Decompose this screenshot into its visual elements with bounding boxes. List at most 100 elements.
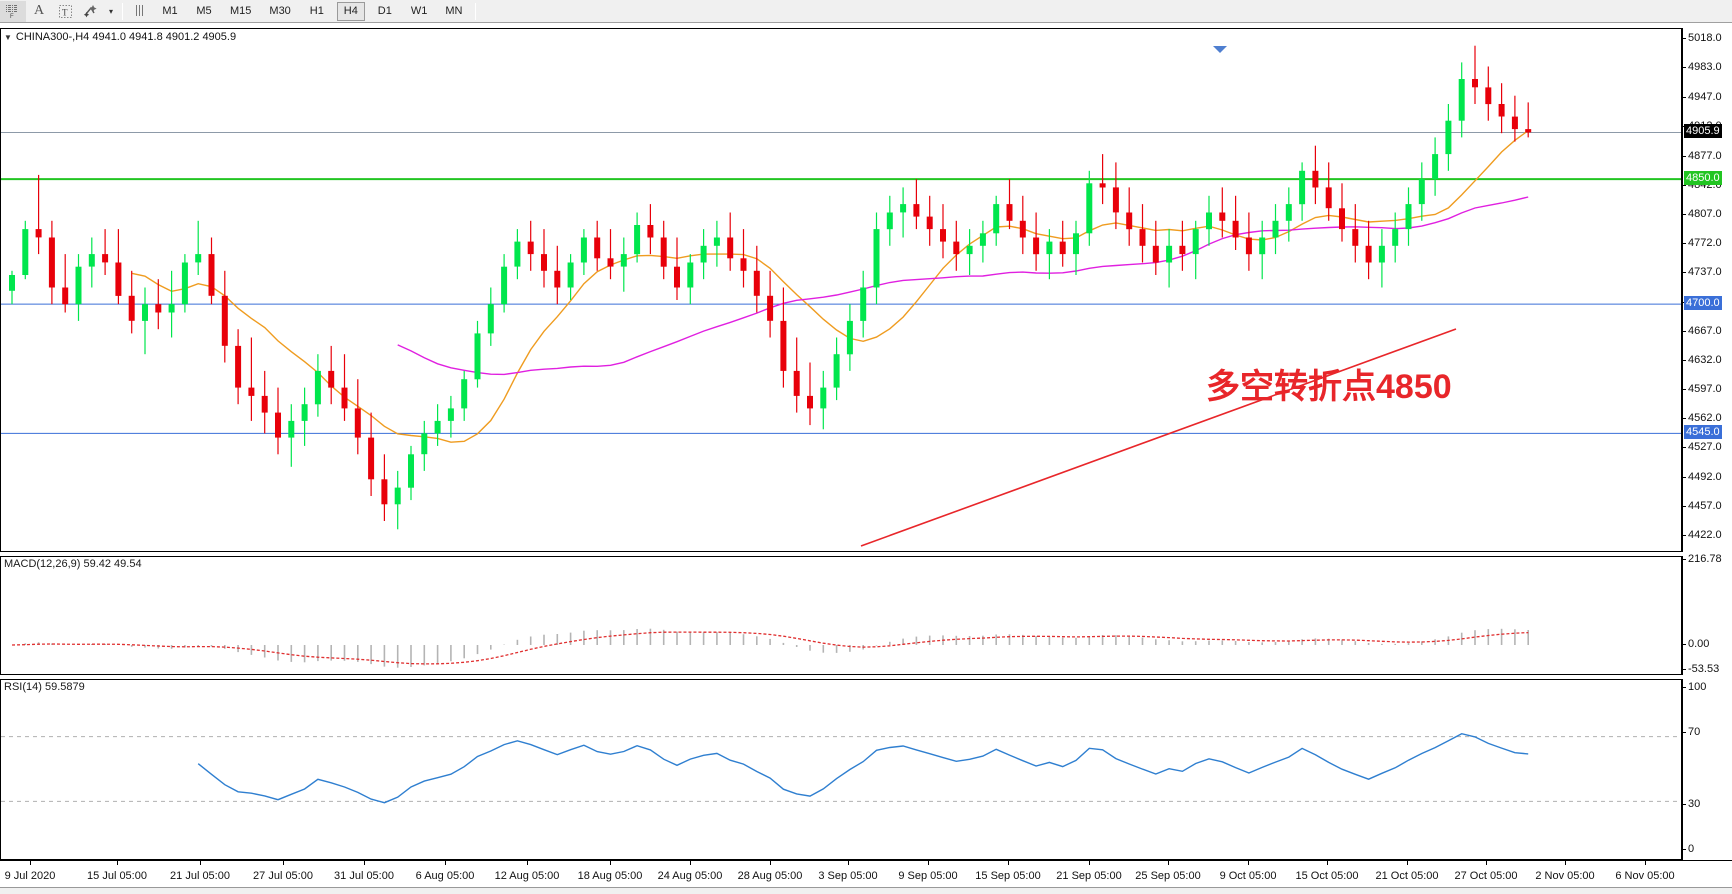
candle-body xyxy=(195,254,202,263)
crosshair-grid-icon[interactable]: F xyxy=(0,0,26,22)
text-label-glyph: A xyxy=(33,3,45,18)
candle-body xyxy=(1139,229,1146,246)
rsi-tick xyxy=(1683,849,1686,850)
text-label-icon[interactable]: A xyxy=(26,1,52,22)
candle-body xyxy=(487,304,494,334)
price-axis-label: 4457.0 xyxy=(1688,499,1722,512)
candle-body xyxy=(713,237,720,246)
candle-body xyxy=(261,395,268,413)
macd-axis-label: 216.78 xyxy=(1688,553,1722,565)
time-tick xyxy=(1645,861,1646,865)
candle-body xyxy=(1152,245,1159,263)
svg-text:F: F xyxy=(10,14,14,18)
macd-signal-line[interactable] xyxy=(11,631,1529,665)
candle-body xyxy=(394,487,401,505)
last-price-badge[interactable]: 4905.9 xyxy=(1684,124,1722,139)
time-axis-label: 15 Oct 05:00 xyxy=(1295,870,1359,882)
candle-body xyxy=(820,387,827,409)
time-tick xyxy=(527,861,528,865)
candle-body xyxy=(275,412,281,438)
price-axis-label: 4597.0 xyxy=(1688,383,1722,396)
time-tick xyxy=(200,861,201,865)
time-tick xyxy=(30,861,31,865)
candle-body xyxy=(514,241,521,267)
candle-body xyxy=(102,254,109,263)
candle-body xyxy=(1206,212,1212,230)
rsi-panel[interactable]: RSI(14) 59.5879 xyxy=(0,679,1682,860)
time-tick xyxy=(117,861,118,865)
rsi-axis-label: 100 xyxy=(1688,681,1707,693)
objects-icon[interactable] xyxy=(78,1,104,22)
ma-slow-line[interactable] xyxy=(397,196,1529,376)
macd-plot-svg xyxy=(11,628,1529,668)
candle-body xyxy=(474,333,481,380)
candle-body xyxy=(447,408,454,421)
timeframe-m1[interactable]: M1 xyxy=(162,5,178,17)
candle-body xyxy=(620,254,627,267)
candle-body xyxy=(860,287,867,321)
macd-tick xyxy=(1683,559,1686,560)
price-axis-label: 4772.0 xyxy=(1688,237,1722,250)
candle-body xyxy=(727,237,734,259)
candle-body xyxy=(900,204,907,213)
candle-body xyxy=(873,229,880,288)
candle-body xyxy=(1232,220,1239,238)
price-tick xyxy=(1683,213,1686,215)
candle-body xyxy=(913,204,920,217)
macd-panel[interactable]: MACD(12,26,9) 59.42 49.54 xyxy=(0,556,1682,675)
price-tick xyxy=(1683,359,1686,361)
timeframe-m15[interactable]: M15 xyxy=(230,5,252,17)
ma-fast-line[interactable] xyxy=(131,130,1529,443)
green-level-badge[interactable]: 4850.0 xyxy=(1684,171,1722,186)
time-axis-label: 9 Oct 05:00 xyxy=(1219,870,1277,882)
symbol-dropdown-caret[interactable]: ▼ xyxy=(4,32,12,42)
macd-axis[interactable]: 216.78 0.00 -53.53 xyxy=(1682,553,1732,675)
rsi-line[interactable] xyxy=(197,732,1529,804)
crosshair-grid-svg: F xyxy=(6,5,18,18)
time-axis-label: 21 Oct 05:00 xyxy=(1375,870,1439,882)
blue-level-badge-4545[interactable]: 4545.0 xyxy=(1684,425,1722,440)
timeframe-d1[interactable]: D1 xyxy=(377,5,392,17)
rsi-axis[interactable]: 100 70 30 0 xyxy=(1682,679,1732,860)
time-axis-label: 21 Jul 05:00 xyxy=(170,870,230,882)
chart-annotation-text: 多空转折点4850 xyxy=(1206,368,1452,406)
time-tick xyxy=(770,861,771,865)
price-tick xyxy=(1683,243,1686,245)
timeframe-m5[interactable]: M5 xyxy=(196,5,212,17)
candle-body xyxy=(940,229,946,242)
price-axis-label: 5018.0 xyxy=(1688,32,1722,44)
timeframe-h1[interactable]: H1 xyxy=(309,5,324,17)
period-separator-icon[interactable] xyxy=(127,1,153,22)
candle-body xyxy=(62,287,69,305)
rsi-axis-label: 30 xyxy=(1688,798,1701,810)
price-panel[interactable]: ▼ CHINA300-,H4 4941.0 4941.8 4901.2 4905… xyxy=(0,28,1682,552)
timeframe-w1[interactable]: W1 xyxy=(410,5,428,17)
price-axis-label: 4667.0 xyxy=(1688,324,1722,337)
time-tick xyxy=(1327,861,1328,865)
candle-body xyxy=(1006,204,1013,221)
time-axis-label: 27 Oct 05:00 xyxy=(1454,870,1518,882)
price-tick xyxy=(1683,534,1686,536)
candle-body xyxy=(181,262,188,305)
scroll-position-marker[interactable] xyxy=(1213,46,1227,53)
price-axis-label: 4562.0 xyxy=(1688,412,1722,425)
svg-text:T: T xyxy=(62,7,68,17)
candle-body xyxy=(1126,212,1133,230)
trendline-up[interactable] xyxy=(860,328,1457,547)
objects-dropdown-caret[interactable]: ▾ xyxy=(108,6,113,16)
price-axis-label: 4807.0 xyxy=(1688,207,1722,220)
price-tick xyxy=(1683,38,1686,39)
candle-body xyxy=(926,216,933,230)
timeframe-h4[interactable]: H4 xyxy=(336,1,365,21)
candle-body xyxy=(541,254,547,271)
timeframe-mn[interactable]: MN xyxy=(445,5,463,17)
price-axis[interactable]: 5018.04983.04947.04912.04877.04842.04807… xyxy=(1682,28,1732,552)
candle-body xyxy=(1179,245,1186,255)
blue-level-badge-4700[interactable]: 4700.0 xyxy=(1684,296,1722,311)
candle-body xyxy=(846,320,853,355)
timeframe-m30[interactable]: M30 xyxy=(269,5,291,17)
time-axis-label: 15 Sep 05:00 xyxy=(975,870,1041,882)
text-box-icon[interactable]: T xyxy=(52,1,78,22)
rsi-indicator-label: RSI(14) 59.5879 xyxy=(4,681,85,693)
rsi-tick xyxy=(1683,732,1686,733)
